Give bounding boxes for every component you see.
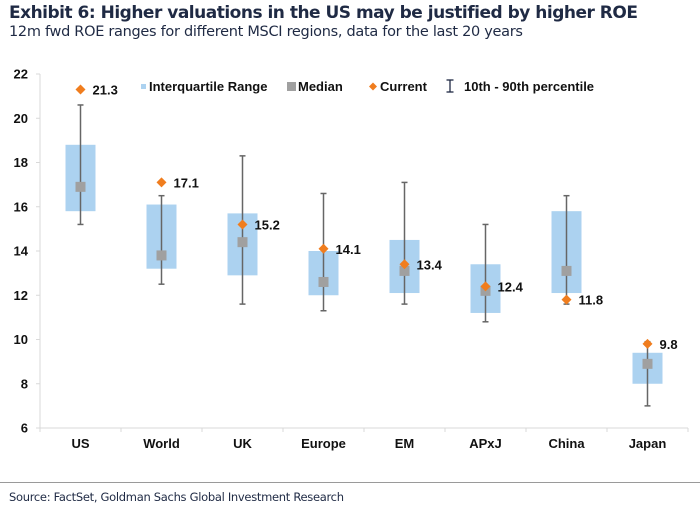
current-value-label: 9.8: [660, 337, 678, 352]
box-group-china: 11.8: [551, 194, 604, 308]
current-value-label: 17.1: [174, 175, 199, 190]
y-tick-label: 14: [14, 244, 29, 259]
legend: Interquartile Range Median Current 10th …: [141, 79, 594, 94]
current-value-label: 21.3: [93, 82, 118, 97]
legend-iqr-label: Interquartile Range: [149, 79, 267, 94]
box-group-japan: 9.8: [632, 337, 678, 407]
current-value-label: 11.8: [579, 293, 604, 308]
y-tick-label: 8: [21, 376, 28, 391]
current-marker: [75, 84, 86, 95]
x-tick-label: UK: [233, 436, 252, 451]
y-tick-label: 6: [21, 421, 28, 436]
boxes: 21.3 17.1 15.2 14.1 13.4 12.4 11.8 9.8: [65, 82, 678, 407]
current-marker: [318, 243, 329, 254]
median-marker: [399, 265, 410, 276]
box-chart: 6 8 10 12 14 16 18 20 22 US World UK Europe EM APxJ Chi…: [14, 67, 689, 451]
median-marker: [318, 276, 329, 287]
x-tick-label: Japan: [629, 436, 667, 451]
legend-current-icon: [369, 82, 377, 91]
source-divider: [0, 482, 700, 483]
current-marker: [480, 281, 491, 292]
current-marker: [642, 338, 653, 349]
x-tick-label: China: [548, 436, 585, 451]
chart-subtitle: 12m fwd ROE ranges for different MSCI re…: [9, 24, 523, 40]
box-group-apxj: 12.4: [470, 223, 524, 323]
current-value-label: 15.2: [255, 217, 280, 232]
source-note: Source: FactSet, Goldman Sachs Global In…: [9, 490, 344, 504]
box-group-em: 13.4: [389, 181, 443, 305]
y-tick-label: 10: [14, 332, 28, 347]
x-tick-label: APxJ: [469, 436, 502, 451]
legend-median-label: Median: [298, 79, 343, 94]
y-tick-label: 16: [14, 199, 28, 214]
x-tick-label: US: [71, 436, 89, 451]
current-value-label: 13.4: [417, 257, 443, 272]
x-tick-label: EM: [395, 436, 415, 451]
median-marker: [156, 250, 167, 261]
current-marker: [561, 294, 572, 305]
current-marker: [237, 219, 248, 230]
median-marker: [642, 358, 653, 369]
x-tick-label: Europe: [301, 436, 346, 451]
median-marker: [237, 237, 248, 248]
box-group-world: 17.1: [146, 175, 199, 285]
legend-current-label: Current: [380, 79, 428, 94]
box-group-europe: 14.1: [308, 192, 361, 312]
median-marker: [75, 181, 86, 192]
legend-median-swatch: [287, 82, 296, 91]
y-tick-label: 22: [14, 67, 28, 82]
box-group-us: 21.3: [65, 82, 118, 226]
y-tick-label: 12: [14, 288, 28, 303]
current-marker: [399, 259, 410, 270]
current-marker: [156, 177, 167, 188]
current-value-label: 12.4: [498, 279, 524, 294]
legend-range-icon: [446, 79, 454, 93]
current-value-label: 14.1: [336, 242, 361, 257]
x-tick-label: World: [143, 436, 180, 451]
y-tick-label: 18: [14, 155, 28, 170]
chart-title: Exhibit 6: Higher valuations in the US m…: [9, 3, 638, 23]
median-marker: [561, 265, 572, 276]
box-group-uk: 15.2: [227, 155, 280, 305]
legend-iqr-swatch: [141, 84, 146, 89]
legend-range-label: 10th - 90th percentile: [464, 79, 594, 94]
axes: 6 8 10 12 14 16 18 20 22 US World UK Europe EM APxJ Chi…: [14, 67, 689, 451]
y-tick-label: 20: [14, 111, 28, 126]
